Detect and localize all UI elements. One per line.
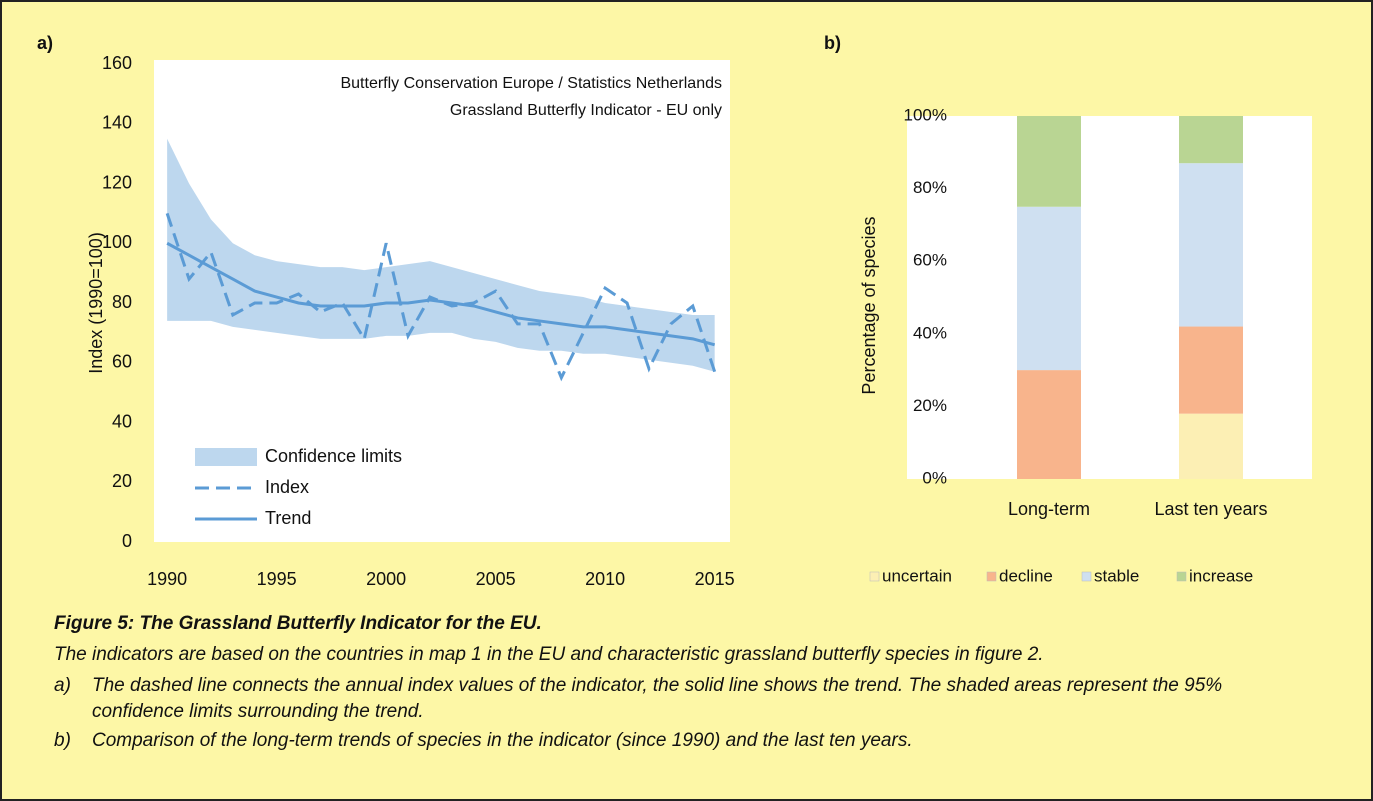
index-line [165, 212, 717, 382]
caption-text: The indicators are based on the countrie… [54, 644, 1044, 665]
y-tick-label: 20 [112, 471, 132, 491]
legend-label: uncertain [882, 566, 952, 585]
legend-label: increase [1189, 566, 1253, 585]
y-tick-label: 80 [112, 292, 132, 312]
y-tick-label: 120 [102, 172, 132, 192]
y-tick-label: 60 [112, 352, 132, 372]
panel-label: b) [824, 33, 841, 53]
x-tick-label: Long-term [1008, 499, 1090, 519]
caption-item: a) The dashed line connects the annual in… [54, 670, 1354, 725]
caption-title: Figure 5: The Grassland Butterfly Indica… [54, 613, 542, 634]
caption: Figure 5: The Grassland Butterfly Indica… [54, 608, 1354, 756]
legend-swatch [869, 571, 880, 582]
y-tick-label: 40% [913, 323, 947, 342]
y-tick-label: 100 [102, 232, 132, 252]
y-tick-label: 20% [913, 396, 947, 415]
x-tick-label: 1990 [147, 569, 187, 589]
x-tick-label: Last ten years [1154, 499, 1267, 519]
y-tick-label: 100% [904, 105, 947, 124]
legend-label: Confidence limits [265, 446, 402, 466]
x-tick-label: 2010 [585, 569, 625, 589]
bar-segment [1017, 370, 1081, 479]
annotation: Butterfly Conservation Europe / Statisti… [340, 75, 722, 92]
bar-segment [1179, 326, 1243, 414]
legend-swatch [1176, 571, 1187, 582]
y-tick-label: 0 [122, 531, 132, 551]
legend-label: Trend [265, 508, 311, 528]
y-tick-label: 0% [922, 468, 947, 487]
legend-label: Index [265, 477, 309, 497]
legend-label: stable [1094, 566, 1139, 585]
annotation: Grassland Butterfly Indicator - EU only [450, 102, 722, 119]
y-tick-label: 140 [102, 113, 132, 133]
panel-label: a) [37, 33, 53, 53]
y-axis-label: Percentage of species [859, 216, 879, 394]
bar-segment [1179, 163, 1243, 327]
legend-label: decline [999, 566, 1053, 585]
x-tick-label: 2005 [476, 569, 516, 589]
bar-segment [1179, 413, 1243, 479]
y-tick-label: 80% [913, 178, 947, 197]
item-label: b) [54, 730, 71, 751]
y-tick-label: 60% [913, 251, 947, 270]
item-text: The dashed line connects the annual inde… [92, 675, 1223, 722]
plot-area [907, 116, 1312, 479]
x-tick-label: 1995 [257, 569, 297, 589]
x-tick-label: 2015 [695, 569, 735, 589]
bar-segment [1017, 206, 1081, 371]
item-label: a) [54, 675, 71, 696]
bar-segment [1179, 116, 1243, 164]
legend-swatch [195, 448, 257, 466]
bar-segment [1017, 116, 1081, 207]
x-tick-label: 2000 [366, 569, 406, 589]
item-text: Comparison of the long-term trends of sp… [92, 730, 913, 751]
confidence-band [167, 138, 715, 372]
caption-item: b) Comparison of the long-term trends of … [54, 725, 1354, 756]
legend-swatch [986, 571, 997, 582]
y-tick-label: 160 [102, 53, 132, 73]
legend-swatch [1081, 571, 1092, 582]
trend-line [166, 241, 716, 347]
y-axis-label: Index (1990=100) [86, 232, 106, 374]
y-tick-label: 40 [112, 411, 132, 431]
